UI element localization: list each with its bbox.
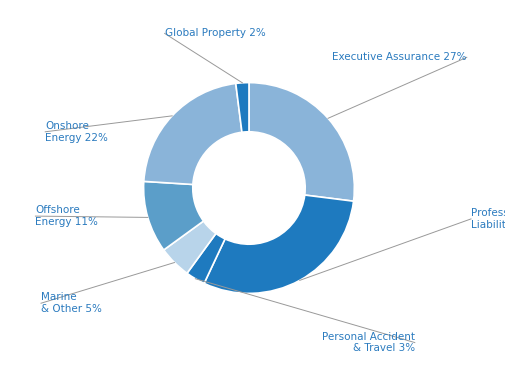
- Text: Marine
& Other 5%: Marine & Other 5%: [41, 293, 102, 314]
- Text: Personal Accident
& Travel 3%: Personal Accident & Travel 3%: [322, 332, 415, 353]
- Wedge shape: [204, 195, 354, 293]
- Wedge shape: [249, 83, 355, 201]
- Text: Professional
Liability 30%: Professional Liability 30%: [471, 208, 505, 230]
- Wedge shape: [164, 221, 216, 273]
- Wedge shape: [187, 233, 225, 284]
- Text: Onshore
Energy 22%: Onshore Energy 22%: [45, 121, 108, 143]
- Wedge shape: [144, 83, 242, 185]
- Text: Offshore
Energy 11%: Offshore Energy 11%: [35, 205, 98, 227]
- Text: Global Property 2%: Global Property 2%: [165, 29, 266, 38]
- Text: Executive Assurance 27%: Executive Assurance 27%: [332, 52, 467, 62]
- Wedge shape: [236, 83, 249, 132]
- Wedge shape: [143, 181, 204, 250]
